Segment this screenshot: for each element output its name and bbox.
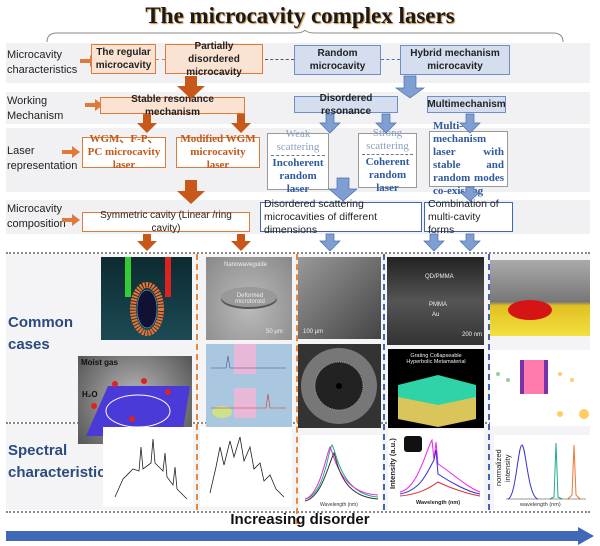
box-weak-scattering: Weak scattering Incoherent random laser — [267, 128, 329, 195]
grating-metamaterial-image: Grating Collapseable Hyperbolic Metamate… — [388, 349, 484, 428]
box-combination: Combination of multi-cavity forms — [424, 198, 513, 236]
disorder-axis-label: Increasing disorder — [230, 511, 370, 528]
row-label-characteristics: Microcavity characteristics — [7, 49, 78, 76]
y-axis-label: Intensity (a.u.) — [388, 438, 397, 490]
spectrum-modified-wgm — [200, 427, 292, 507]
box-multimechanism: Multimechanism — [427, 96, 506, 113]
arrow-down-icon — [375, 113, 397, 134]
incoherent-laser-label: Incoherent random laser — [272, 156, 324, 195]
box-disordered-resonance: Disordered resonance — [294, 93, 398, 117]
nanowaveguide-label: Nanowaveguide — [224, 262, 268, 268]
arrow-down-icon — [137, 114, 157, 133]
arrow-down-icon — [459, 233, 481, 252]
x-axis-label: Wavelength (nm) — [320, 502, 358, 508]
box-partially-disordered: Partially disordered microcavity — [165, 41, 263, 78]
box-strong-scattering: Strong scattering Coherent random laser — [358, 127, 417, 194]
grating-label: Grating Collapseable Hyperbolic Metamate… — [406, 353, 466, 365]
droplet-image — [490, 260, 590, 336]
arrow-right-icon — [85, 99, 103, 111]
diagram-title: The microcavity complex lasers — [145, 3, 455, 28]
row-label-composition: Microcavity composition — [7, 203, 66, 230]
microtoroid-label: Deformed microtoroid — [235, 293, 265, 305]
row-label-spectral: Spectral characteristic — [8, 442, 106, 481]
arrow-right-icon — [62, 146, 80, 158]
separator — [296, 254, 298, 524]
photonic-fiber-image — [298, 344, 381, 428]
row-label-mechanism: Working Mechanism — [7, 95, 64, 122]
arrow-right-icon — [62, 214, 80, 226]
spectrum-wgm — [103, 427, 193, 507]
au-label: Au — [432, 312, 440, 318]
arrow-down-icon — [177, 180, 205, 204]
box-multi-mechanism-laser: Multi-mechanism laser with stable and ra… — [429, 120, 508, 197]
spectrum-coherent: Wavelength (nm) Intensity (a.u.) — [388, 430, 484, 510]
arrow-down-icon — [231, 114, 251, 133]
weak-scattering-label: Weak scattering — [276, 127, 320, 153]
pmma-label: PMMA — [429, 302, 447, 308]
scale-bar-label: 50 μm — [266, 329, 283, 335]
qdpmma-label: QD/PMMA — [425, 274, 454, 280]
y-axis-label: normalized intensity — [494, 449, 512, 487]
arrow-down-icon — [459, 186, 481, 202]
x-axis-label: Wavelength (nm) — [416, 500, 461, 506]
box-regular-microcavity: The regular microcavity — [91, 44, 156, 74]
arrow-down-icon — [231, 234, 251, 251]
row-label-representation: Laser representation — [7, 145, 78, 172]
separator — [196, 254, 198, 510]
arrow-down-icon — [423, 233, 445, 252]
sem-cantilever-image: 100 μm — [298, 257, 381, 339]
row-label-cases: Common cases — [8, 314, 73, 353]
scale-bar-label: 100 μm — [303, 329, 324, 335]
separator — [488, 254, 490, 510]
strong-scattering-label: Strong scattering — [366, 126, 409, 152]
separator — [383, 254, 385, 510]
arrow-down-icon — [319, 113, 341, 134]
arrow-down-icon — [177, 76, 205, 99]
scale-bar-label: 200 nm — [462, 332, 483, 338]
h2o-label: H₂O — [82, 390, 98, 399]
spectrum-hybrid: wavelength (nm) normalized intensity — [494, 435, 590, 510]
title-brace — [46, 30, 564, 43]
divider — [6, 252, 590, 254]
connector — [381, 59, 400, 60]
box-symmetric-cavity: Symmetric cavity (Linear /ring cavity) — [82, 210, 250, 234]
coherent-laser-label: Coherent random laser — [365, 155, 410, 194]
box-random-microcavity: Random microcavity — [294, 45, 381, 75]
divider — [6, 511, 590, 513]
connector — [156, 59, 165, 60]
box-hybrid-microcavity: Hybrid mechanism microcavity — [400, 45, 510, 75]
arrow-down-icon — [137, 234, 157, 251]
box-modified-wgm-laser: Modified WGM microcavity laser — [176, 133, 260, 171]
increasing-disorder-arrow — [6, 527, 594, 545]
flow-arrows — [137, 75, 481, 252]
metamaterial-sem-image: QD/PMMA PMMA Au 200 nm — [387, 257, 484, 345]
connector — [265, 59, 294, 60]
moist-gas-label: Moist gas — [81, 358, 118, 367]
box-stable-resonance: Stable resonance mechanism — [100, 94, 245, 118]
x-axis-label: wavelength (nm) — [520, 502, 561, 508]
arrow-down-icon — [394, 75, 426, 99]
arrow-down-icon — [319, 233, 341, 252]
arrow-down-icon — [328, 177, 358, 202]
arrow-down-icon — [459, 113, 481, 134]
ring-resonator-image — [101, 257, 192, 340]
multi-cavity-schematic — [490, 350, 590, 426]
microtoroid-image: Nanowaveguide Deformed microtoroid 50 μm — [206, 257, 292, 340]
spectrum-incoherent: Wavelength (nm) — [300, 435, 382, 510]
fiber-sensor-image — [206, 344, 292, 428]
